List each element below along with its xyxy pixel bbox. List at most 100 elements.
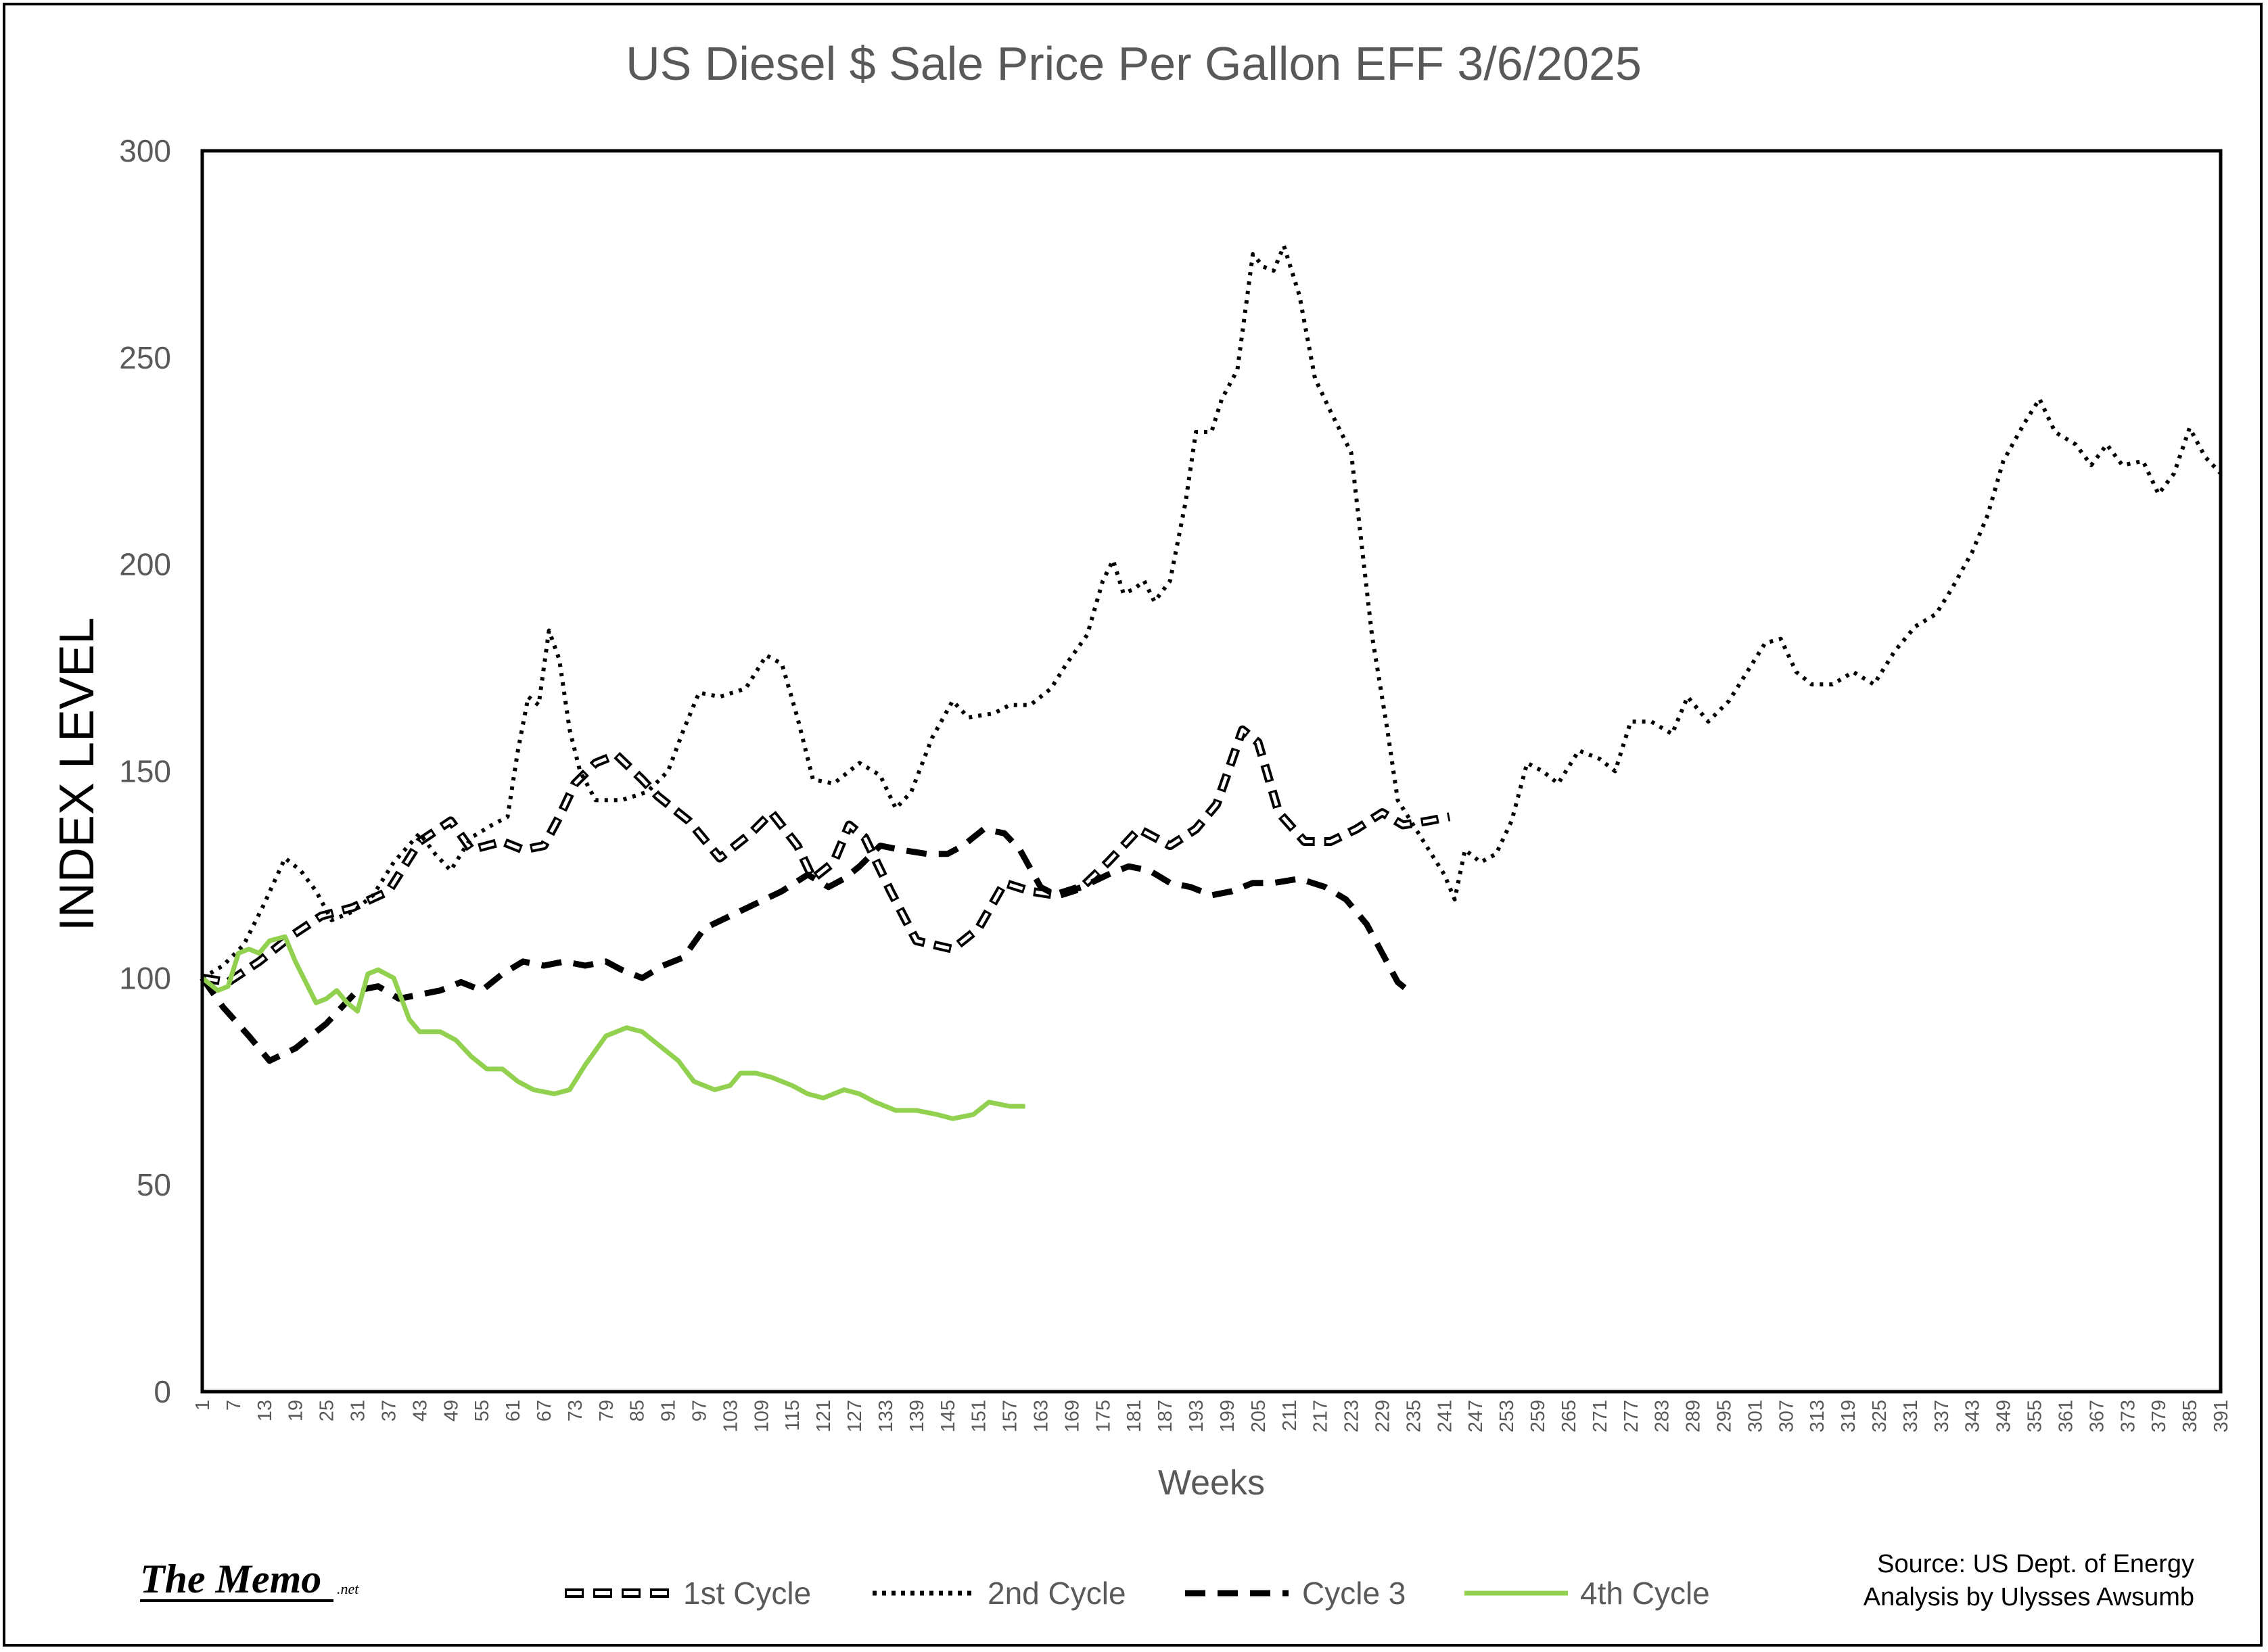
chart-frame: [3, 3, 2263, 1647]
legend-label-4th-cycle: 4th Cycle: [1580, 1576, 1710, 1611]
y-tick-label: 50: [137, 1167, 171, 1202]
x-tick-label: 259: [1527, 1400, 1549, 1432]
x-tick-label: 385: [2179, 1400, 2201, 1432]
legend-label-cycle-3: Cycle 3: [1302, 1576, 1406, 1611]
x-tick-label: 1: [192, 1400, 214, 1411]
source-line-1: Source: US Dept. of Energy: [1877, 1550, 2194, 1578]
x-tick-label: 199: [1217, 1400, 1239, 1432]
x-tick-label: 277: [1621, 1400, 1642, 1432]
x-tick-label: 331: [1900, 1400, 1922, 1432]
x-tick-label: 67: [534, 1400, 555, 1421]
x-tick-label: 295: [1713, 1400, 1735, 1432]
source-line-2: Analysis by Ulysses Awsumb: [1864, 1583, 2194, 1611]
x-tick-label: 31: [348, 1400, 369, 1421]
x-axis-label: Weeks: [1158, 1463, 1265, 1503]
x-tick-label: 205: [1248, 1400, 1270, 1432]
series-line-2nd-cycle: [201, 243, 2223, 980]
x-tick-label: 319: [1838, 1400, 1859, 1432]
logo-suffix: .net: [337, 1580, 359, 1597]
x-tick-label: 97: [689, 1400, 711, 1421]
x-tick-label: 103: [720, 1400, 741, 1432]
x-tick-label: 61: [503, 1400, 524, 1421]
x-tick-label: 289: [1683, 1400, 1705, 1432]
x-tick-label: 355: [2024, 1400, 2046, 1432]
x-tick-label: 145: [938, 1400, 959, 1432]
x-tick-label: 349: [1993, 1400, 2015, 1432]
x-tick-label: 247: [1465, 1400, 1487, 1432]
x-tick-label: 133: [875, 1400, 897, 1432]
x-tick-label: 235: [1403, 1400, 1425, 1432]
series-line-4th-cycle: [200, 934, 1025, 1121]
x-tick-label: 19: [285, 1400, 307, 1421]
legend-item-1st-cycle: 1st Cycle: [565, 1576, 811, 1611]
x-tick-label: 283: [1652, 1400, 1673, 1432]
x-tick-label: 7: [223, 1400, 245, 1411]
chart-title: US Diesel $ Sale Price Per Gallon EFF 3/…: [626, 37, 1642, 90]
x-tick-label: 211: [1279, 1400, 1301, 1431]
x-tick-label: 37: [378, 1400, 400, 1421]
x-tick-label: 271: [1590, 1400, 1611, 1432]
x-tick-label: 229: [1372, 1400, 1393, 1432]
series-line-1st-cycle: [201, 725, 1451, 987]
x-tick-label: 307: [1776, 1400, 1797, 1432]
series-lines: [200, 243, 2223, 1121]
x-tick-label: 169: [1061, 1400, 1083, 1432]
x-tick-label: 127: [844, 1400, 866, 1432]
logo: The Memo .net: [140, 1557, 359, 1602]
x-tick-label: 73: [565, 1400, 586, 1421]
x-tick-label: 391: [2211, 1400, 2232, 1432]
y-tick-label: 300: [119, 133, 171, 168]
x-axis-ticks: 1 7 13 19 25 31 37 43 49 55 61 67 73 79 85 91 97 103 109 11…: [192, 1400, 2232, 1432]
x-tick-label: 85: [627, 1400, 649, 1421]
x-tick-label: 367: [2086, 1400, 2108, 1432]
legend-item-2nd-cycle: 2nd Cycle: [873, 1576, 1126, 1611]
x-tick-label: 121: [813, 1400, 835, 1432]
x-tick-label: 379: [2148, 1400, 2170, 1432]
x-tick-label: 79: [596, 1400, 618, 1421]
x-tick-label: 301: [1744, 1400, 1766, 1432]
x-tick-label: 241: [1434, 1400, 1456, 1432]
x-tick-label: 109: [751, 1400, 772, 1432]
y-axis-label: INDEX LEVEL: [50, 617, 104, 931]
x-tick-label: 43: [409, 1400, 431, 1421]
x-tick-label: 115: [782, 1400, 804, 1431]
x-tick-label: 175: [1092, 1400, 1114, 1432]
x-tick-label: 181: [1124, 1400, 1145, 1432]
x-tick-label: 91: [658, 1400, 680, 1421]
x-tick-label: 55: [471, 1400, 493, 1421]
x-tick-label: 253: [1496, 1400, 1518, 1432]
x-tick-label: 343: [1962, 1400, 1984, 1432]
x-tick-label: 49: [440, 1400, 462, 1421]
series-line-cycle-3: [200, 826, 1416, 1064]
x-tick-label: 193: [1186, 1400, 1207, 1432]
legend-item-cycle-3: Cycle 3: [1185, 1576, 1406, 1611]
y-axis-ticks: 0 50 100 150 200 250 300: [119, 133, 171, 1409]
legend: 1st Cycle 2nd Cycle Cycle 3 4th Cycle: [565, 1576, 1710, 1611]
y-tick-label: 150: [119, 754, 171, 789]
legend-label-2nd-cycle: 2nd Cycle: [988, 1576, 1126, 1611]
x-tick-label: 25: [317, 1400, 338, 1421]
y-tick-label: 0: [154, 1374, 171, 1409]
x-tick-label: 313: [1807, 1400, 1828, 1432]
x-tick-label: 361: [2055, 1400, 2077, 1432]
y-tick-label: 200: [119, 547, 171, 582]
x-tick-label: 325: [1869, 1400, 1891, 1432]
x-tick-label: 157: [1000, 1400, 1021, 1432]
y-tick-label: 100: [119, 960, 171, 995]
x-tick-label: 163: [1031, 1400, 1052, 1432]
x-tick-label: 139: [906, 1400, 928, 1432]
x-tick-label: 373: [2117, 1400, 2139, 1432]
legend-item-4th-cycle: 4th Cycle: [1464, 1576, 1710, 1611]
x-tick-label: 187: [1155, 1400, 1176, 1432]
x-tick-label: 217: [1310, 1400, 1332, 1432]
y-tick-label: 250: [119, 340, 171, 375]
logo-text: The Memo: [140, 1557, 321, 1601]
x-tick-label: 13: [254, 1400, 276, 1421]
plot-area-border: [200, 149, 2223, 1394]
x-tick-label: 223: [1341, 1400, 1363, 1432]
legend-label-1st-cycle: 1st Cycle: [683, 1576, 811, 1611]
x-tick-label: 151: [969, 1400, 990, 1432]
x-tick-label: 265: [1558, 1400, 1580, 1432]
x-tick-label: 337: [1931, 1400, 1953, 1432]
